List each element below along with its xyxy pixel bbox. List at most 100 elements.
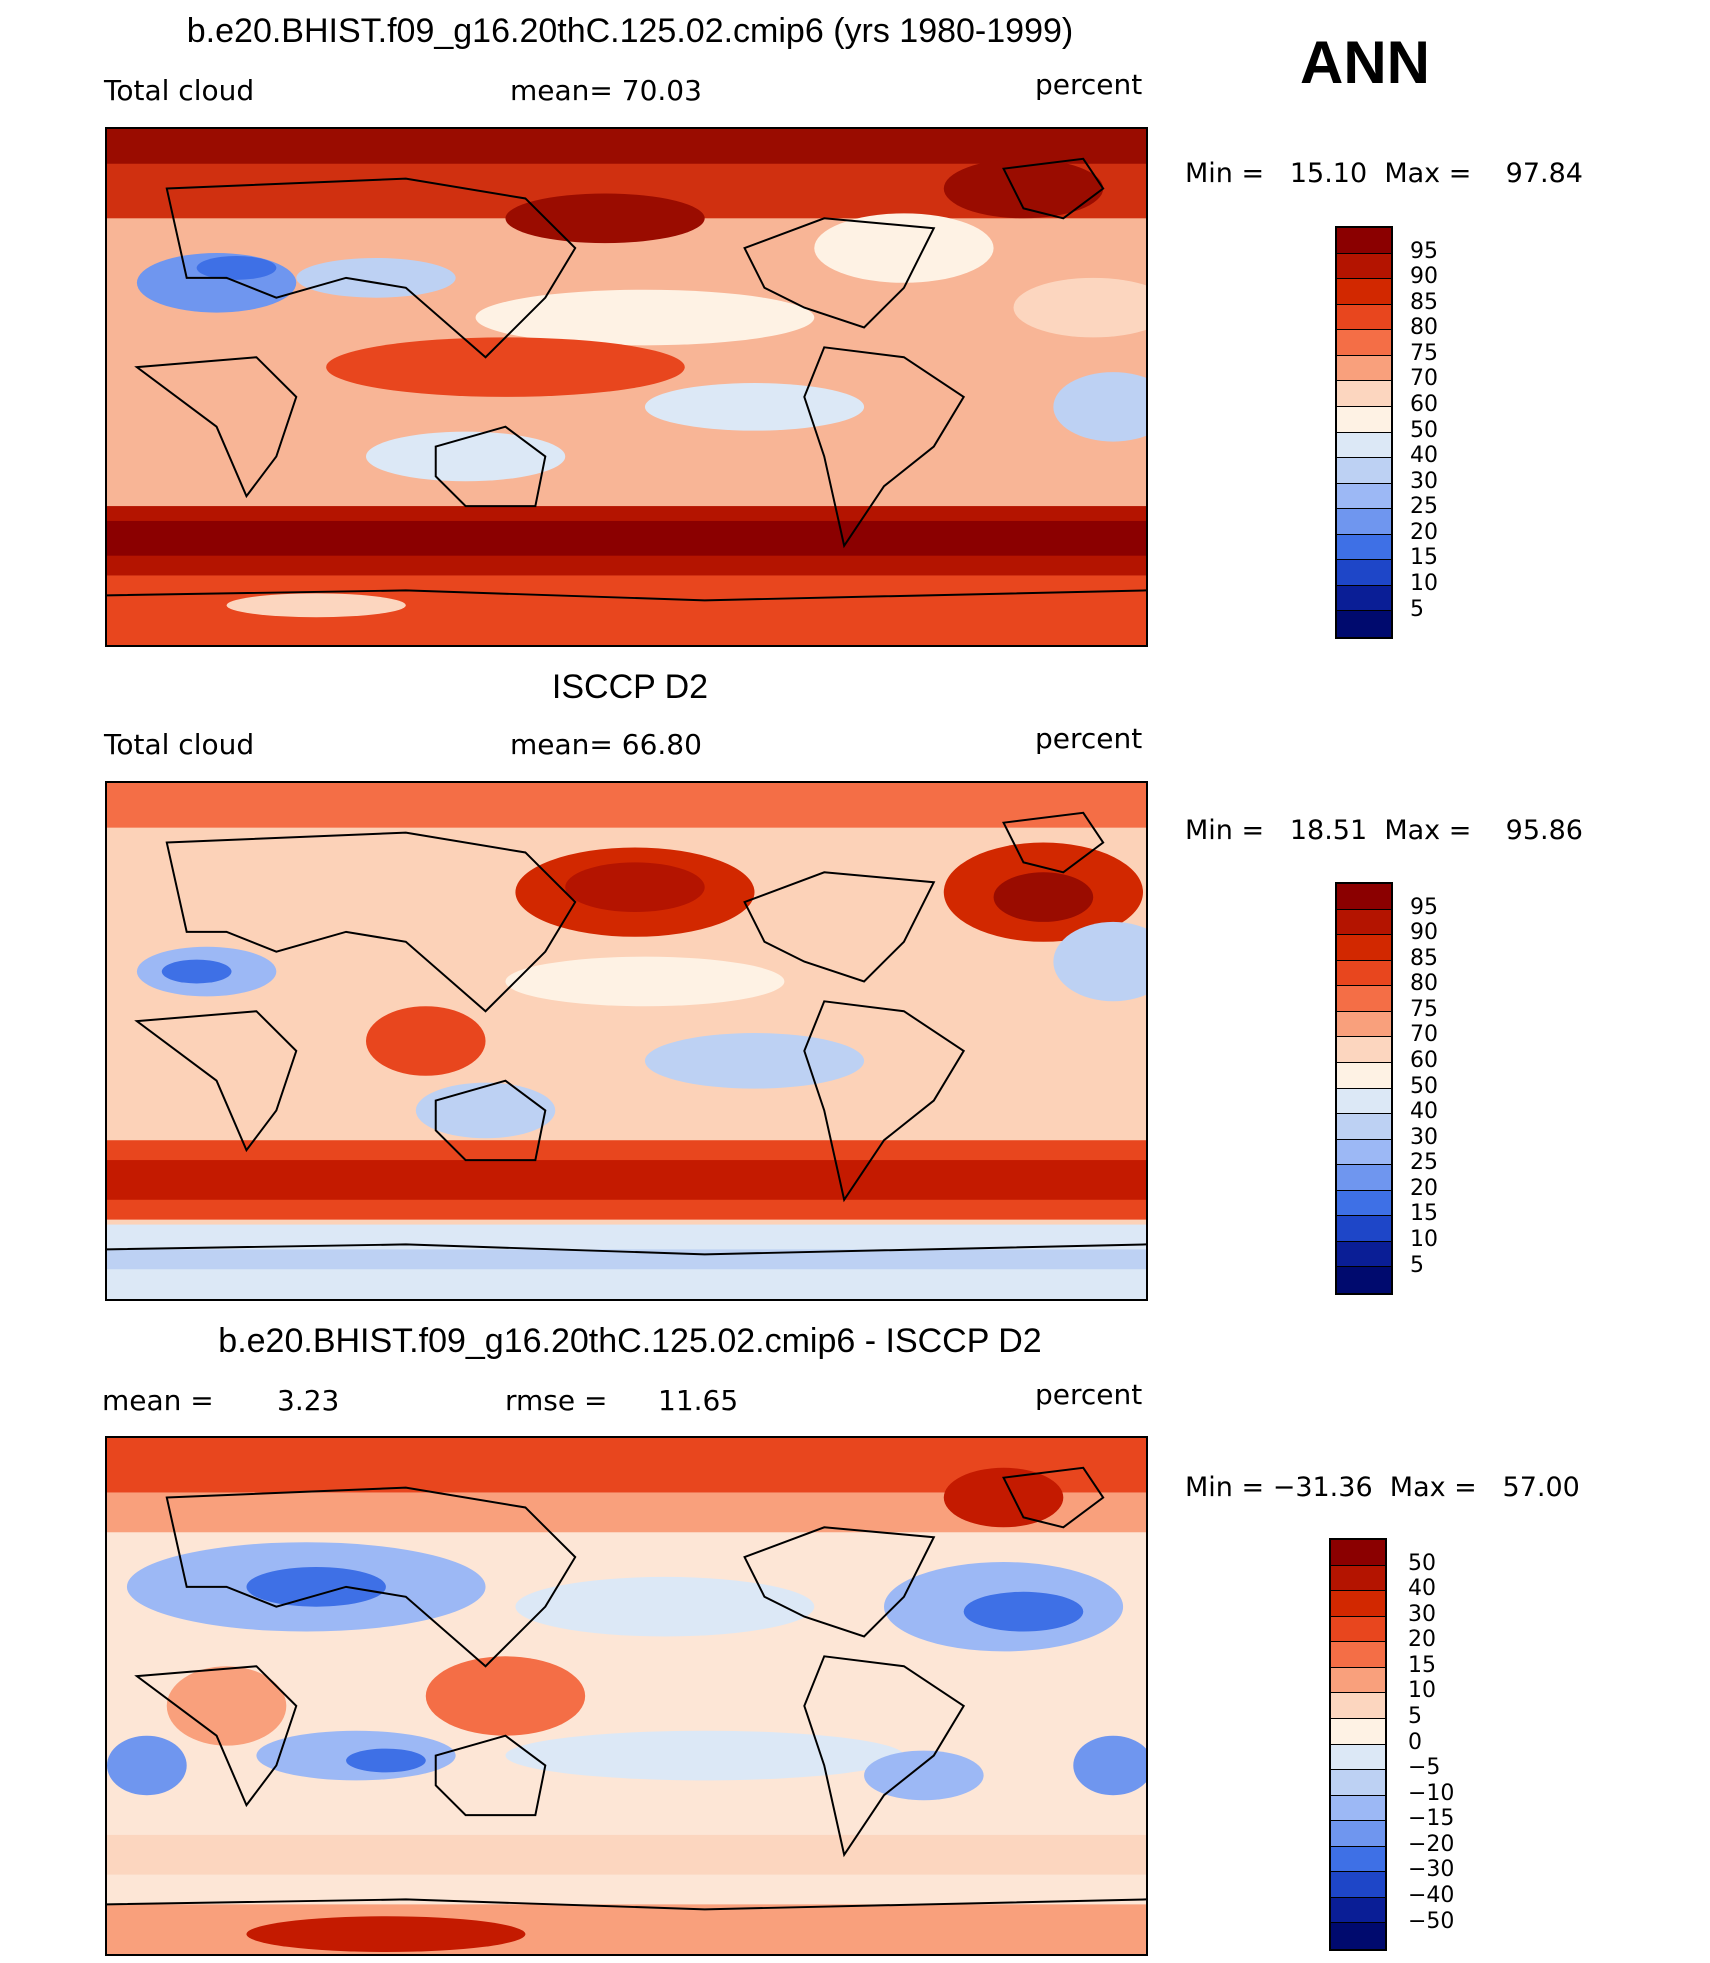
colorbar-tick-label: 25	[1410, 1150, 1438, 1176]
colorbar-tick-label: 70	[1410, 366, 1438, 392]
colorbar-segment	[1331, 1591, 1385, 1617]
colorbar-segment	[1337, 960, 1391, 987]
colorbar-segment	[1337, 909, 1391, 936]
colorbar-segment	[1337, 483, 1391, 510]
colorbar-segment	[1331, 1770, 1385, 1796]
panel-3-rmse-value: 11.65	[658, 1384, 739, 1417]
panel-3-title: b.e20.BHIST.f09_g16.20thC.125.02.cmip6 -…	[218, 1322, 1042, 1360]
colorbar-segment	[1337, 279, 1391, 305]
colorbar-tick-label: 95	[1410, 894, 1438, 920]
colorbar-segment	[1337, 1062, 1391, 1089]
colorbar-segment	[1337, 1088, 1391, 1115]
colorbar-segment	[1331, 1872, 1385, 1898]
panel-3-minmax: Min = −31.36 Max = 57.00	[1185, 1472, 1580, 1503]
panel-2-title: ISCCP D2	[551, 668, 709, 706]
colorbar-tick-label: 20	[1408, 1627, 1436, 1653]
colorbar-tick-label: 90	[1410, 920, 1438, 946]
colorbar-tick-label: −5	[1408, 1755, 1441, 1781]
colorbar-segment	[1331, 1642, 1385, 1668]
colorbar-segment	[1337, 1114, 1391, 1140]
colorbar-segment	[1337, 884, 1391, 910]
colorbar-segment	[1337, 1139, 1391, 1166]
panel-3-map-field	[107, 1438, 1146, 1954]
panel-2-unit-label: percent	[1035, 722, 1143, 755]
colorbar-tick-label: 70	[1410, 1022, 1438, 1048]
panel-2-map	[105, 781, 1148, 1301]
colorbar-segment	[1337, 1011, 1391, 1038]
colorbar-segment	[1331, 1897, 1385, 1924]
colorbar-segment	[1337, 1165, 1391, 1191]
panel-1-minmax: Min = 15.10 Max = 97.84	[1185, 158, 1583, 189]
colorbar-segment	[1337, 253, 1391, 280]
colorbar-tick-label: −15	[1408, 1806, 1455, 1832]
colorbar-tick-label: 5	[1410, 596, 1424, 622]
colorbar-tick-label: 15	[1410, 1201, 1438, 1227]
colorbar-segment	[1331, 1744, 1385, 1771]
colorbar-tick-label: 90	[1410, 264, 1438, 290]
colorbar-tick-label: 85	[1410, 945, 1438, 971]
colorbar-segment	[1337, 935, 1391, 961]
colorbar-segment	[1337, 509, 1391, 535]
colorbar-segment	[1337, 458, 1391, 484]
season-label: ANN	[1300, 29, 1430, 96]
colorbar-segment	[1337, 406, 1391, 433]
colorbar-segment	[1331, 1923, 1385, 1949]
colorbar-tick-label: 85	[1410, 289, 1438, 315]
panel-1-unit-label: percent	[1035, 68, 1143, 101]
colorbar-tick-label: 30	[1410, 468, 1438, 494]
colorbar-segment	[1337, 560, 1391, 586]
panel-3-colorbar	[1329, 1538, 1387, 1951]
colorbar-segment	[1331, 1795, 1385, 1822]
colorbar-tick-label: 75	[1410, 996, 1438, 1022]
panel-1-mean-label: mean= 70.03	[510, 74, 702, 107]
colorbar-tick-label: 75	[1410, 340, 1438, 366]
colorbar-segment	[1331, 1616, 1385, 1643]
colorbar-segment	[1337, 1267, 1391, 1293]
colorbar-tick-label: 50	[1410, 1073, 1438, 1099]
colorbar-segment	[1331, 1718, 1385, 1745]
colorbar-segment	[1337, 534, 1391, 561]
colorbar-tick-label: 5	[1410, 1252, 1424, 1278]
colorbar-tick-label: 15	[1410, 545, 1438, 571]
colorbar-segment	[1331, 1667, 1385, 1694]
colorbar-segment	[1331, 1540, 1385, 1566]
colorbar-tick-label: 20	[1410, 519, 1438, 545]
colorbar-tick-label: 40	[1410, 443, 1438, 469]
colorbar-segment	[1331, 1821, 1385, 1847]
colorbar-segment	[1337, 228, 1391, 254]
panel-3-unit-label: percent	[1035, 1378, 1143, 1411]
colorbar-tick-label: −50	[1408, 1908, 1455, 1934]
colorbar-tick-label: −10	[1408, 1780, 1455, 1806]
panel-2-colorbar	[1335, 882, 1393, 1295]
colorbar-segment	[1337, 1037, 1391, 1063]
colorbar-tick-label: 40	[1410, 1099, 1438, 1125]
colorbar-tick-label: 10	[1408, 1678, 1436, 1704]
panel-1-map-field	[107, 129, 1146, 645]
colorbar-segment	[1337, 1241, 1391, 1268]
colorbar-tick-label: 40	[1408, 1576, 1436, 1602]
colorbar-tick-label: −30	[1408, 1857, 1455, 1883]
panel-3-rmse-label: rmse =	[505, 1384, 608, 1417]
panel-1-variable-label: Total cloud	[104, 74, 255, 107]
panel-2-minmax: Min = 18.51 Max = 95.86	[1185, 815, 1583, 846]
colorbar-segment	[1337, 355, 1391, 382]
colorbar-segment	[1331, 1693, 1385, 1719]
panel-2-map-field	[107, 783, 1146, 1299]
colorbar-tick-label: 30	[1410, 1124, 1438, 1150]
colorbar-segment	[1337, 381, 1391, 407]
panel-2-variable-label: Total cloud	[104, 728, 255, 761]
colorbar-tick-label: −20	[1408, 1831, 1455, 1857]
colorbar-tick-label: 80	[1410, 315, 1438, 341]
colorbar-segment	[1337, 304, 1391, 331]
colorbar-tick-label: −40	[1408, 1882, 1455, 1908]
colorbar-tick-label: 10	[1410, 570, 1438, 596]
colorbar-segment	[1337, 611, 1391, 637]
colorbar-segment	[1337, 1190, 1391, 1217]
colorbar-tick-label: 60	[1410, 1047, 1438, 1073]
colorbar-tick-label: 5	[1408, 1703, 1422, 1729]
colorbar-tick-label: 0	[1408, 1729, 1422, 1755]
colorbar-tick-label: 80	[1410, 971, 1438, 997]
colorbar-tick-label: 50	[1408, 1550, 1436, 1576]
panel-1-map	[105, 127, 1148, 647]
colorbar-segment	[1331, 1565, 1385, 1592]
